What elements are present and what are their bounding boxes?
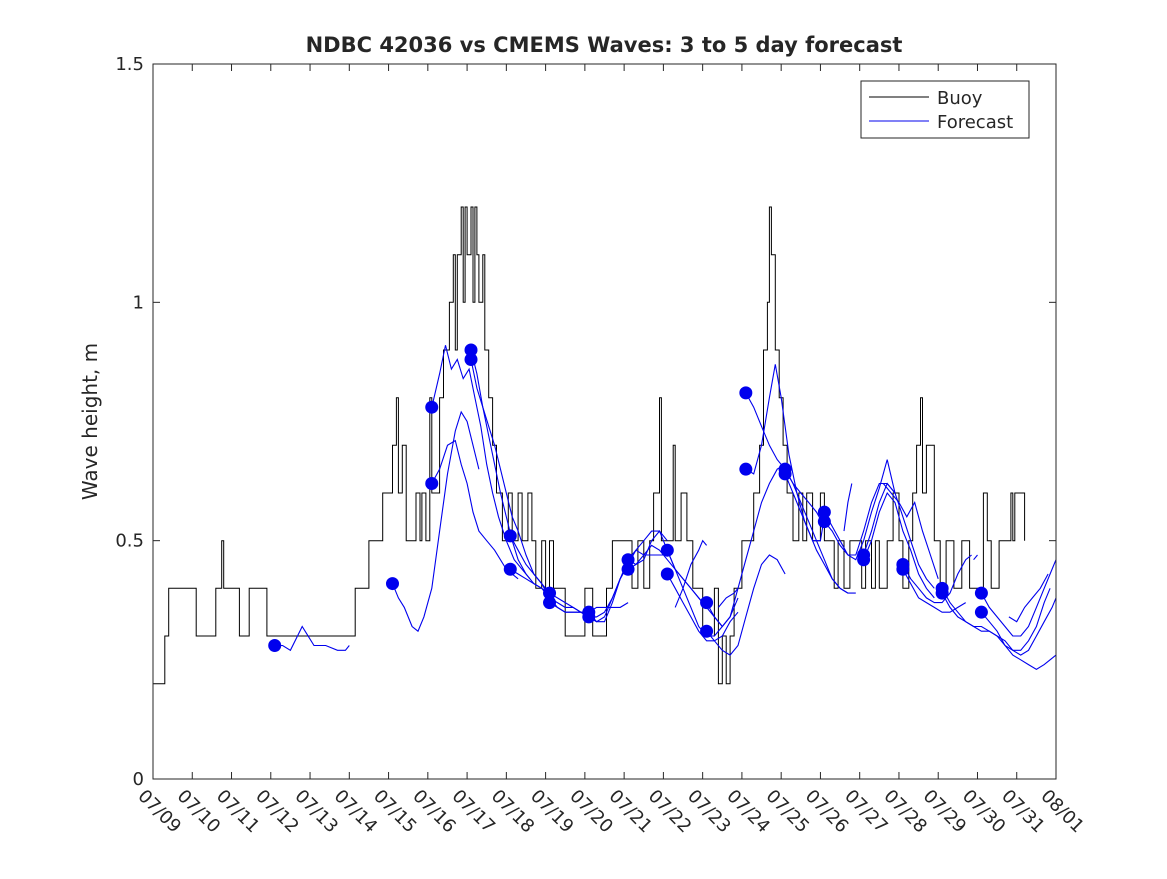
forecast-line-17 <box>706 554 786 656</box>
y-tick-label-0: 0 <box>133 769 144 790</box>
forecast-marker-23 <box>817 515 831 529</box>
forecast-marker-12 <box>621 553 635 567</box>
forecast-marker-5 <box>464 353 478 367</box>
forecast-line-16 <box>706 463 786 628</box>
chart-title: NDBC 42036 vs CMEMS Waves: 3 to 5 day fo… <box>306 33 903 57</box>
forecast-line-31 <box>882 483 939 579</box>
y-tick-label-1: 0.5 <box>115 531 144 552</box>
forecast-line-34 <box>980 559 1057 637</box>
forecast-marker-17 <box>700 624 714 638</box>
forecast-marker-29 <box>935 586 949 600</box>
forecast-line-35 <box>980 611 1057 671</box>
forecast-line-21 <box>745 364 825 542</box>
forecast-line-23 <box>784 473 849 594</box>
forecast-marker-2 <box>425 400 439 414</box>
plot-area <box>152 206 1057 685</box>
forecast-line-37 <box>1008 573 1049 623</box>
forecast-line-28 <box>863 491 935 599</box>
forecast-marker-25 <box>857 553 871 567</box>
y-tick-label-2: 1 <box>133 292 144 313</box>
axes-box <box>152 63 1057 780</box>
forecast-line-0 <box>270 625 350 652</box>
legend-box <box>860 80 1030 139</box>
y-axis-label: Wave height, m <box>78 343 102 500</box>
legend-entry-forecast: Forecast <box>937 112 1013 133</box>
forecast-line-29 <box>902 554 972 604</box>
forecast-marker-3 <box>425 476 439 490</box>
forecast-line-18 <box>674 539 708 608</box>
forecast-marker-18 <box>739 386 753 400</box>
y-tick-label-3: 1.5 <box>115 54 144 75</box>
forecast-marker-1 <box>385 577 399 591</box>
forecast-line-19 <box>717 587 739 608</box>
forecast-line-36 <box>973 554 978 561</box>
forecast-marker-16 <box>700 596 714 610</box>
forecast-line-24 <box>823 482 896 556</box>
forecast-marker-0 <box>268 639 282 653</box>
forecast-marker-27 <box>896 562 910 576</box>
forecast-marker-13 <box>621 562 635 576</box>
forecast-line-1 <box>431 345 531 580</box>
forecast-marker-4 <box>464 343 478 357</box>
forecast-line-26 <box>843 483 853 532</box>
legend-entry-buoy: Buoy <box>937 88 983 109</box>
forecast-marker-19 <box>739 462 753 476</box>
forecast-marker-8 <box>543 586 557 600</box>
forecast-marker-9 <box>543 596 557 610</box>
forecast-marker-21 <box>778 467 792 481</box>
forecast-marker-15 <box>660 567 674 581</box>
forecast-marker-30 <box>974 586 988 600</box>
forecast-marker-11 <box>582 610 596 624</box>
forecast-line-2 <box>431 439 519 580</box>
forecast-line-3 <box>391 410 480 633</box>
forecast-marker-6 <box>503 529 517 543</box>
legend: Buoy Forecast <box>860 80 1030 139</box>
forecast-marker-7 <box>503 562 517 576</box>
forecast-marker-14 <box>660 543 674 557</box>
forecast-line-27 <box>863 482 935 589</box>
forecast-marker-31 <box>974 605 988 619</box>
buoy-line <box>152 206 1026 685</box>
forecast-marker-22 <box>817 505 831 519</box>
